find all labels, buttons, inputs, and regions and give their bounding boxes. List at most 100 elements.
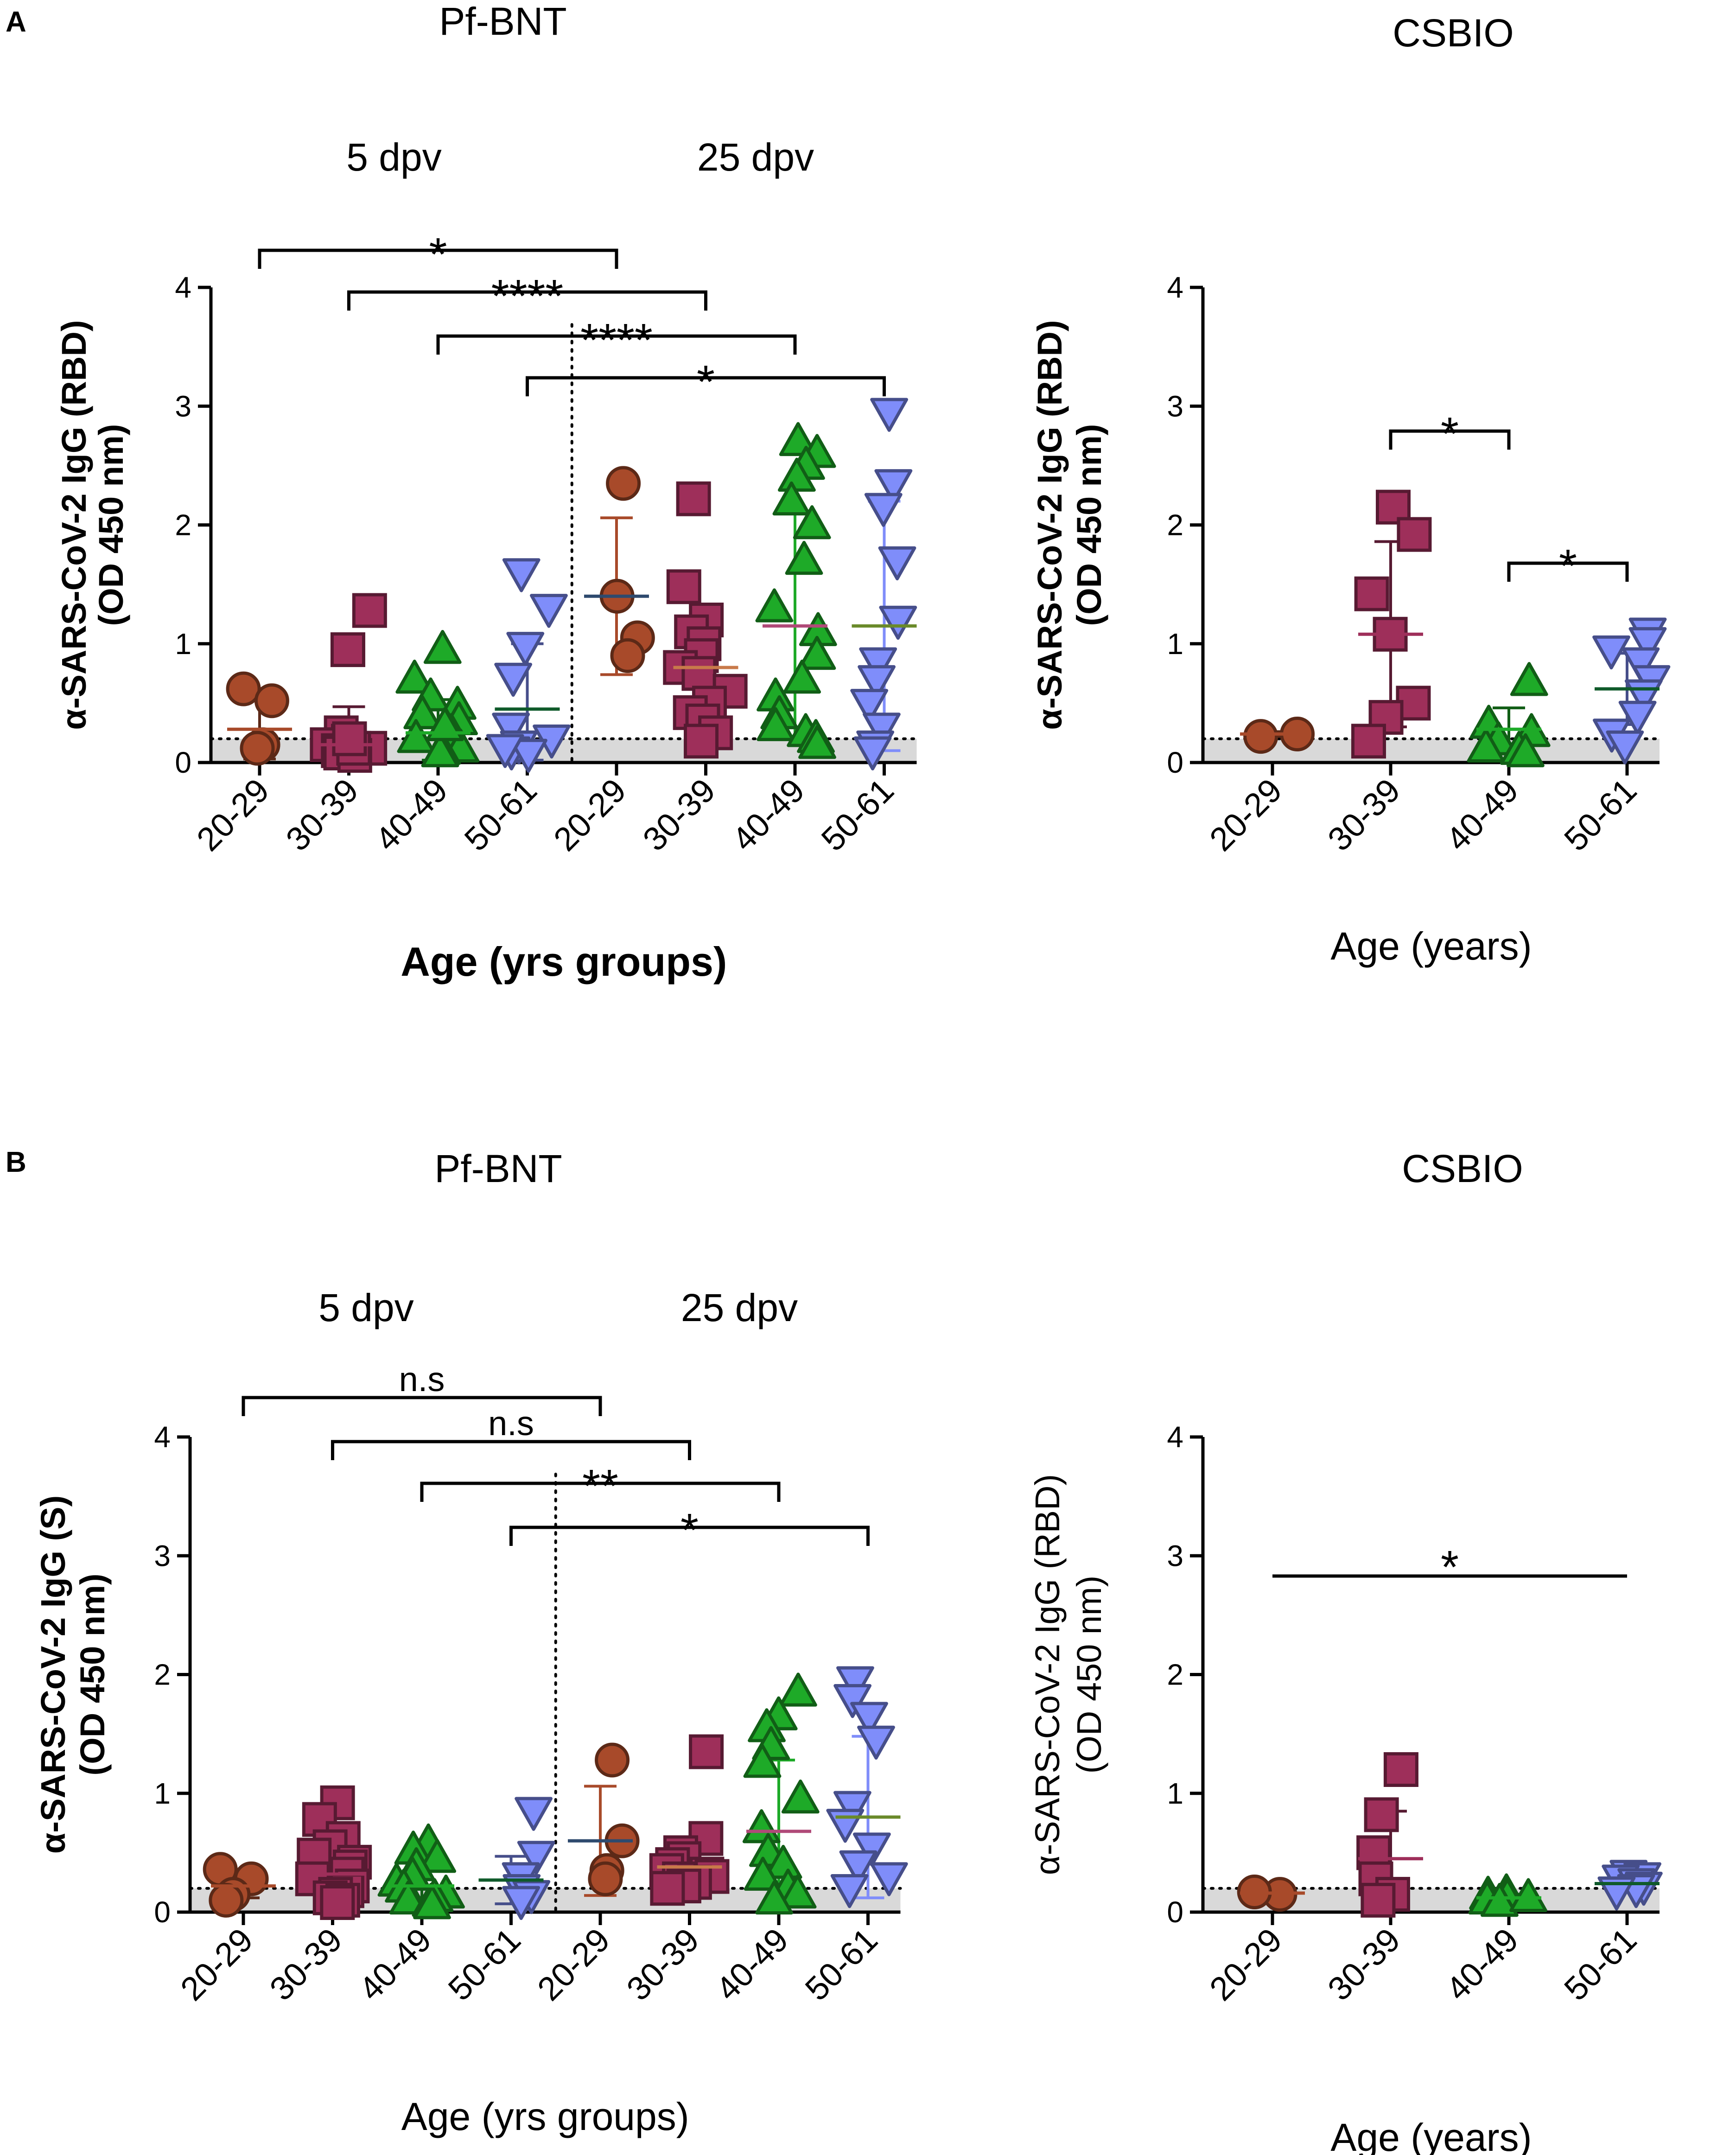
- data-point: [254, 683, 289, 718]
- y-tick-label: 2: [1167, 509, 1183, 542]
- significance-bracket: [1507, 561, 1629, 582]
- significance-bracket: [242, 1396, 602, 1416]
- data-point: [689, 1734, 724, 1769]
- data-point: [681, 656, 717, 691]
- x-tick-label: 50-61: [441, 1921, 528, 2008]
- significance-label: n.s: [399, 1360, 445, 1399]
- series-30-39-25dpv: [649, 1734, 730, 1906]
- data-point: [879, 605, 917, 640]
- data-point: [755, 588, 794, 623]
- data-point: [836, 1666, 874, 1700]
- data-point: [859, 647, 897, 681]
- data-point: [240, 731, 275, 766]
- x-tick-label: 30-39: [263, 1921, 350, 2008]
- data-point: [874, 469, 913, 503]
- series-40-49-5dpv: [377, 1823, 465, 1920]
- data-point: [423, 629, 462, 664]
- series-50-61-25dpv: [826, 1666, 908, 1908]
- data-point: [793, 505, 831, 540]
- data-point: [676, 481, 711, 516]
- data-point: [870, 1862, 908, 1896]
- data-point: [743, 1744, 782, 1778]
- data-point: [1361, 1882, 1396, 1918]
- data-point: [830, 1874, 869, 1908]
- chart-b-csbio: 0 1 2 3 4 20-29 30-39 40-49 50-61 * CSBIO Age (year…: [1028, 1147, 1663, 2155]
- data-point: [610, 638, 645, 673]
- chart-title: Pf-BNT: [439, 0, 566, 43]
- data-point: [1592, 635, 1630, 670]
- significance-label: **: [582, 1460, 618, 1512]
- significance-label: *: [1441, 1541, 1459, 1593]
- x-tick-label: 20-29: [547, 772, 634, 858]
- x-tick-label: 20-29: [190, 772, 277, 858]
- x-tick-label: 40-49: [1439, 772, 1526, 858]
- data-point: [397, 719, 435, 753]
- data-point: [785, 540, 823, 575]
- data-point: [1351, 724, 1386, 759]
- series-40-49-25dpv: [755, 422, 837, 759]
- significance-label: *: [429, 229, 447, 280]
- significance-label: *: [1559, 540, 1577, 592]
- data-point: [418, 1839, 457, 1873]
- series-50-61-5dpv: [486, 558, 571, 773]
- x-tick-label: 30-39: [636, 772, 723, 858]
- data-point: [320, 1885, 355, 1920]
- data-point: [798, 636, 836, 670]
- data-point: [492, 712, 530, 747]
- y-tick-label: 3: [1167, 389, 1183, 423]
- data-point: [853, 1832, 891, 1867]
- x-axis-label: Age (yrs groups): [401, 2095, 689, 2138]
- data-point: [413, 1885, 451, 1920]
- y-tick-label: 1: [1167, 627, 1183, 661]
- data-point: [1606, 730, 1644, 765]
- chart-title: CSBIO: [1402, 1147, 1523, 1190]
- y-tick-label: 2: [1167, 1658, 1183, 1691]
- significance-bracket: [436, 334, 797, 355]
- data-point: [863, 712, 901, 747]
- data-point: [850, 689, 889, 723]
- data-point: [1597, 1876, 1636, 1911]
- chart-title: Pf-BNT: [434, 1147, 562, 1190]
- data-point: [858, 665, 896, 699]
- panel-letter-b: B: [6, 1146, 26, 1178]
- y-axis-label: α-SARS-CoV-2 IgG (S): [34, 1495, 72, 1854]
- data-point: [226, 671, 261, 706]
- data-point: [517, 1841, 555, 1875]
- significance-bracket: [420, 1481, 781, 1502]
- data-point: [857, 1725, 895, 1760]
- series-50-61-5dpv: [478, 1797, 555, 1920]
- series-40-49-5dpv: [395, 629, 480, 768]
- series-40-49-25dpv: [742, 1672, 820, 1915]
- data-point: [650, 1871, 685, 1906]
- y-tick-label: 4: [154, 1420, 171, 1454]
- data-point: [502, 1886, 541, 1920]
- data-point: [833, 1791, 871, 1825]
- data-point: [606, 466, 641, 501]
- data-point: [352, 593, 387, 628]
- y-axis-unit: (OD 450 nm): [1070, 424, 1108, 626]
- x-tick-label: 40-49: [709, 1921, 796, 2008]
- y-axis-unit: (OD 450 nm): [1070, 1576, 1108, 1774]
- series-30-39-5dpv: [295, 1785, 372, 1920]
- data-point: [778, 1874, 817, 1909]
- y-tick-label: 3: [1167, 1539, 1183, 1572]
- data-point: [486, 734, 524, 768]
- significance-bracket: [509, 1526, 870, 1546]
- significance-bracket: [258, 248, 618, 269]
- x-axis-label: Age (years): [1330, 2116, 1532, 2155]
- panel-letter-a: A: [6, 6, 26, 38]
- significance-label: ****: [491, 270, 564, 322]
- data-point: [1509, 1878, 1547, 1912]
- data-point: [494, 662, 533, 697]
- data-point: [850, 1702, 888, 1736]
- data-point: [509, 738, 547, 773]
- series-30-39-5dpv: [310, 593, 388, 773]
- data-point: [421, 733, 459, 768]
- data-point: [389, 1880, 427, 1915]
- group-label: 5 dpv: [318, 1286, 414, 1329]
- y-axis-label: α-SARS-CoV-2 IgG (RBD): [55, 320, 93, 730]
- data-point: [588, 1861, 623, 1896]
- data-point: [1467, 728, 1505, 763]
